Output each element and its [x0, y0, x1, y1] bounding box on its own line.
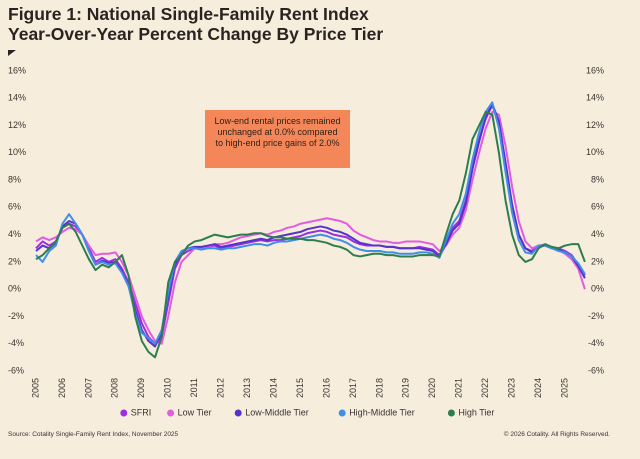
y-tick-label: 6% [8, 202, 21, 212]
x-tick-label: 2013 [242, 378, 252, 398]
y2-tick-label: -6% [588, 365, 604, 375]
legend-label: High-Middle Tier [349, 407, 415, 417]
x-tick-label: 2019 [401, 378, 411, 398]
y2-tick-label: 4% [591, 229, 604, 239]
y2-tick-label: 8% [591, 174, 604, 184]
series-line [35, 101, 586, 345]
series-line [35, 110, 586, 359]
y2-tick-label: 0% [591, 284, 604, 294]
y-tick-label: 2% [8, 256, 21, 266]
annotation: Low-end rental prices remained unchanged… [205, 110, 350, 168]
x-tick-label: 2008 [110, 378, 120, 398]
copyright: © 2026 Cotality. All Rights Reserved. [503, 431, 610, 438]
y2-tick-label: 10% [586, 147, 604, 157]
legend-label: Low Tier [178, 407, 212, 417]
x-tick-label: 2017 [348, 378, 358, 398]
chart-subtitle: Year-Over-Year Percent Change By Price T… [8, 24, 384, 44]
x-tick-label: 2024 [533, 378, 543, 398]
x-tick-label: 2015 [295, 378, 305, 398]
source: Source: Cotality Single-Family Rent Inde… [8, 431, 179, 438]
x-tick-label: 2010 [163, 378, 173, 398]
y-tick-label: -4% [8, 338, 24, 348]
y-tick-label: 4% [8, 229, 21, 239]
x-tick-label: 2011 [189, 378, 199, 397]
chart-title: Figure 1: National Single-Family Rent In… [8, 4, 369, 24]
y-tick-label: 8% [8, 174, 21, 184]
x-tick-label: 2007 [83, 378, 93, 398]
x-tick-label: 2022 [480, 378, 490, 398]
x-tick-label: 2012 [216, 378, 226, 398]
legend-label: High Tier [458, 407, 494, 417]
y2-tick-label: 12% [586, 120, 604, 130]
x-tick-label: 2009 [136, 378, 146, 398]
y2-tick-label: -4% [588, 338, 604, 348]
y2-tick-label: 2% [591, 256, 604, 266]
y-tick-label: 16% [8, 65, 26, 75]
y2-tick-label: 6% [591, 202, 604, 212]
legend-label: Low-Middle Tier [245, 407, 309, 417]
x-tick-label: 2021 [454, 378, 464, 398]
x-tick-label: 2006 [57, 378, 67, 398]
y-tick-label: 10% [8, 147, 26, 157]
legend-marker [447, 409, 455, 417]
x-tick-label: 2018 [374, 378, 384, 398]
y-tick-label: 14% [8, 93, 26, 103]
y2-tick-label: 16% [586, 65, 604, 75]
y-tick-label: -2% [8, 311, 24, 321]
x-tick-label: 2014 [268, 378, 278, 398]
y2-tick-label: -2% [588, 311, 604, 321]
x-tick-label: 2005 [30, 378, 40, 398]
legend-marker [120, 409, 128, 417]
legend-marker [338, 409, 346, 417]
x-tick-label: 2025 [559, 378, 569, 398]
x-tick-label: 2020 [427, 378, 437, 398]
y-tick-label: 0% [8, 284, 21, 294]
x-tick-label: 2016 [321, 378, 331, 398]
legend-marker [234, 409, 242, 417]
y-tick-label: -6% [8, 365, 24, 375]
legend-label: SFRI [131, 407, 152, 417]
x-tick-label: 2023 [507, 378, 517, 398]
decor [8, 50, 16, 56]
y-tick-label: 12% [8, 120, 26, 130]
y2-tick-label: 14% [586, 93, 604, 103]
legend-marker [167, 409, 175, 417]
